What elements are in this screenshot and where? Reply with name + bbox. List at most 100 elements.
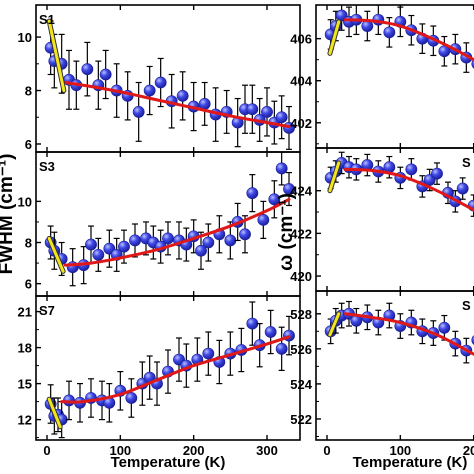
- x-tick-label: 200: [183, 443, 205, 458]
- y-tick-label: 404: [290, 74, 312, 89]
- data-point: [438, 314, 451, 341]
- marker: [132, 106, 145, 118]
- axes-frame: [315, 290, 474, 441]
- data-point: [268, 180, 281, 219]
- x-tick-label: 0: [323, 443, 330, 458]
- data-point: [143, 355, 156, 400]
- marker: [202, 347, 215, 360]
- marker: [431, 167, 443, 180]
- data-point: [173, 337, 185, 382]
- fit-line-yellow: [328, 161, 341, 193]
- data-point: [125, 378, 138, 418]
- data-point: [261, 87, 273, 137]
- panel-label: S: [462, 155, 471, 170]
- marker: [143, 84, 156, 97]
- plot-area: [324, 300, 474, 364]
- fit-line-red: [343, 18, 474, 62]
- data-point: [202, 223, 215, 262]
- fit-line-yellow: [47, 19, 66, 93]
- marker: [275, 162, 288, 175]
- panel-label: S3: [39, 159, 55, 174]
- data-point: [471, 59, 474, 69]
- data-point: [246, 84, 259, 134]
- y-tick-label: 524: [290, 377, 312, 392]
- plot-area: [44, 301, 295, 439]
- marker: [261, 106, 273, 118]
- axes-frame: [35, 295, 301, 441]
- data-point: [405, 309, 418, 336]
- data-point: [275, 326, 288, 371]
- marker: [162, 232, 174, 245]
- data-point: [198, 81, 211, 126]
- data-point: [224, 221, 237, 260]
- y-tick-label: 18: [18, 341, 32, 356]
- marker: [456, 182, 469, 195]
- fit-line-yellow: [47, 236, 65, 273]
- y-tick-label: 424: [290, 184, 312, 199]
- data-point: [151, 361, 163, 406]
- data-point: [92, 60, 105, 110]
- marker: [264, 326, 277, 338]
- marker: [81, 63, 94, 76]
- x-tick-label: 0: [43, 443, 50, 458]
- x-axis-label-left: Temperature (K): [111, 454, 226, 471]
- panel-right-bottom: 5225245265280100200300S: [290, 290, 474, 458]
- data-point: [239, 215, 251, 254]
- panel-s3: 6 8 10 S3: [18, 151, 301, 297]
- data-point: [121, 71, 134, 121]
- marker: [246, 317, 259, 330]
- panel-right-top: 402 404 406: [290, 4, 474, 149]
- fit-line-red: [60, 335, 291, 404]
- y-tick-label: 406: [290, 32, 312, 47]
- right-ylabel: ω (cm⁻¹): [276, 193, 297, 271]
- data-point: [162, 349, 174, 394]
- data-point: [372, 309, 385, 336]
- data-point: [431, 162, 443, 185]
- data-point: [246, 174, 259, 213]
- marker: [202, 236, 215, 249]
- plot-area: [44, 18, 295, 150]
- marker: [118, 240, 130, 253]
- fit-line-red: [343, 312, 474, 356]
- data-point: [213, 339, 226, 385]
- x-tick-label: 300: [256, 443, 278, 458]
- data-point: [66, 248, 79, 287]
- marker: [383, 26, 396, 39]
- data-point: [99, 49, 112, 100]
- data-point: [471, 335, 474, 345]
- data-point: [154, 57, 167, 108]
- marker: [85, 238, 97, 251]
- data-point: [195, 231, 207, 270]
- y-tick-label: 12: [18, 413, 32, 428]
- y-tick-label: 526: [290, 342, 312, 357]
- marker: [246, 103, 259, 116]
- data-point: [213, 215, 226, 254]
- data-point: [129, 223, 141, 258]
- marker: [125, 392, 138, 404]
- y-tick-label: 10: [18, 30, 32, 45]
- marker: [471, 335, 474, 345]
- data-point: [361, 153, 374, 177]
- marker: [438, 321, 451, 334]
- data-point: [257, 200, 270, 239]
- data-point: [132, 81, 145, 142]
- data-point: [361, 10, 374, 42]
- y-tick-label: 522: [290, 412, 312, 427]
- marker: [246, 187, 259, 200]
- marker: [268, 193, 281, 206]
- panel-label: S7: [39, 303, 55, 318]
- data-point: [165, 73, 178, 129]
- y-tick-label: 6: [25, 277, 32, 292]
- left-ylabel: FWHM (cm⁻¹): [0, 154, 17, 275]
- fit-line-red: [343, 167, 474, 212]
- marker: [176, 89, 189, 102]
- data-point: [114, 371, 127, 411]
- panel-label: S: [462, 298, 471, 313]
- y-tick-label: 402: [290, 116, 312, 131]
- data-point: [405, 158, 418, 181]
- plot-area: [44, 152, 295, 287]
- fit-line-red: [63, 81, 291, 129]
- y-tick-label: 8: [25, 84, 32, 99]
- data-point: [118, 229, 130, 264]
- y-tick-label: 422: [290, 226, 312, 241]
